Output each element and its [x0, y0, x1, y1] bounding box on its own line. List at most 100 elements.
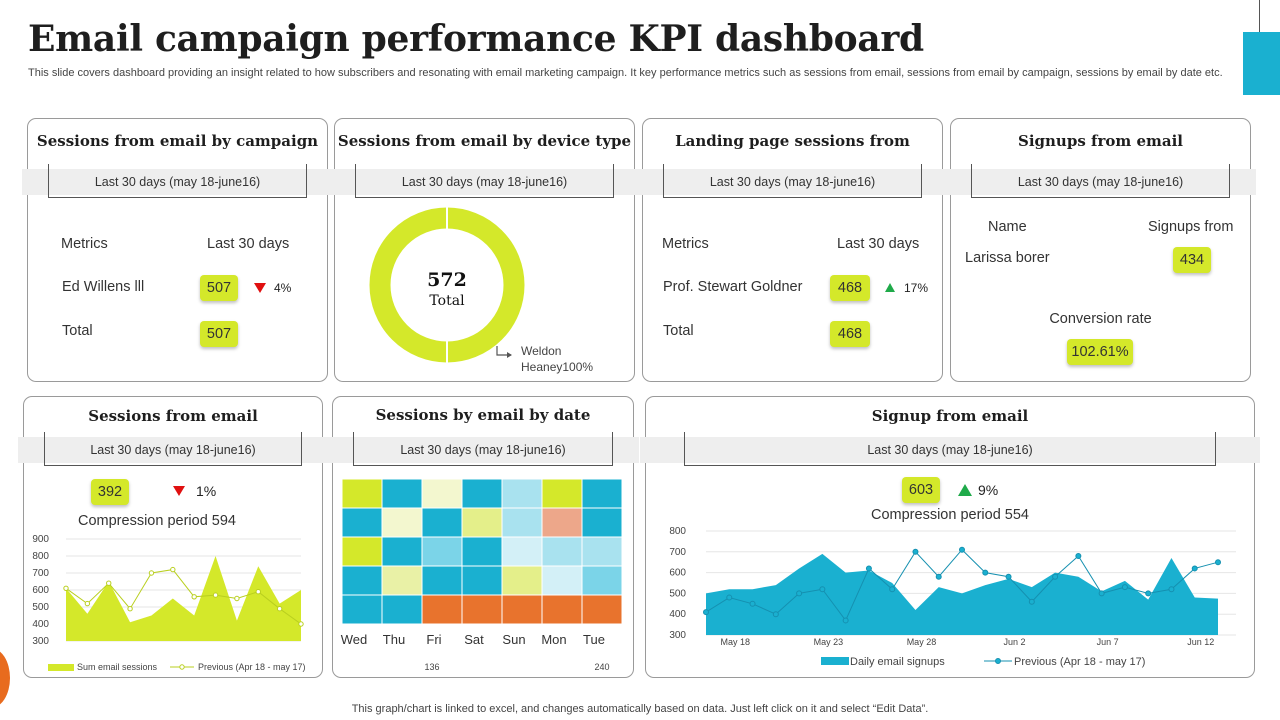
heatmap-cell [541, 507, 583, 538]
series-previous-point [772, 611, 779, 618]
heatmap-column-label: Wed [341, 632, 368, 647]
series-previous-point [1098, 590, 1105, 597]
conversion-rate-label: Conversion rate [1049, 311, 1152, 327]
heatmap-cell [341, 594, 383, 625]
signups-row-value: 434 [1173, 247, 1211, 273]
signup-email-value: 603 [902, 477, 940, 503]
y-tick-label: 800 [669, 526, 686, 537]
signup-email-date-range: Last 30 days (may 18-june16) [640, 432, 1260, 466]
series-previous-point [1145, 590, 1152, 597]
heatmap-cell [381, 536, 423, 567]
heatmap-cell [501, 478, 543, 509]
series-previous-point [819, 586, 826, 593]
campaign-row-change: 4% [274, 281, 292, 295]
heatmap-cell [341, 565, 383, 596]
y-tick-label: 400 [32, 619, 49, 630]
y-tick-label: 900 [32, 534, 49, 545]
heatmap-scale-min: 136 [424, 662, 439, 672]
campaign-total-label: Total [62, 323, 93, 339]
signup-email-change: 9% [978, 482, 999, 498]
heatmap-cell [581, 536, 623, 567]
by-date-heatmap: 136 240 Wed Thu Fri Sat Sun Mon Tue [341, 478, 623, 672]
legend-label-sum-sessions: Sum email sessions [77, 662, 158, 672]
heatmap-cell [541, 594, 583, 625]
down-arrow-icon [173, 486, 185, 496]
landing-panel: Landing page sessions from Last 30 days … [637, 118, 948, 382]
series-previous-point [170, 566, 176, 573]
landing-date-range-text: Last 30 days (may 18-june16) [709, 175, 876, 189]
legend-label-daily-signups: Daily email signups [850, 656, 945, 668]
legend-swatch-daily-signups [821, 657, 849, 665]
by-date-date-range: Last 30 days (may 18-june16) [327, 432, 639, 466]
heatmap-column-label: Thu [383, 632, 405, 647]
heatmap-cell [501, 565, 543, 596]
heatmap-cell [341, 536, 383, 567]
heatmap-scale-max: 240 [594, 662, 609, 672]
up-arrow-icon [885, 283, 895, 292]
signup-email-area-chart: Daily email signups Previous (Apr 18 - m… [669, 526, 1236, 668]
series-previous-point [865, 565, 872, 572]
series-previous-point [191, 594, 197, 600]
by-date-date-range-text: Last 30 days (may 18-june16) [400, 443, 566, 457]
series-previous-point [912, 548, 919, 555]
series-previous-point [84, 600, 91, 607]
decorative-blue-block [1243, 32, 1280, 95]
series-previous-point [1028, 598, 1035, 605]
series-previous-point [234, 595, 240, 602]
heatmap-cell [421, 536, 463, 567]
device-date-range-text: Last 30 days (may 18-june16) [401, 175, 568, 189]
legend-pointer-arrowhead [507, 352, 512, 358]
signups-col-signups: Signups from [1148, 219, 1234, 235]
campaign-total-value: 507 [200, 321, 238, 347]
heatmap-cell [541, 478, 583, 509]
y-tick-label: 600 [669, 568, 686, 579]
decorative-orange-circle [0, 648, 10, 708]
heatmap-cell [581, 478, 623, 509]
series-sum-email-sessions-area [66, 556, 301, 641]
heatmap-cell [461, 594, 503, 625]
series-previous-point [1168, 586, 1175, 593]
series-previous-point [726, 594, 733, 601]
landing-row-name: Prof. Stewart Goldner [663, 279, 803, 295]
signups-col-name: Name [988, 219, 1027, 235]
y-tick-label: 700 [669, 547, 686, 558]
landing-panel-title: Landing page sessions from [675, 132, 910, 150]
campaign-panel-title: Sessions from email by campaign [36, 132, 319, 150]
x-tick-label: Jun 7 [1097, 637, 1119, 647]
series-previous-point [298, 621, 304, 627]
heatmap-column-label: Tue [583, 632, 605, 647]
page-subtitle: This slide covers dashboard providing an… [28, 67, 1223, 79]
series-previous-point [842, 617, 849, 624]
footnote: This graph/chart is linked to excel, and… [351, 703, 929, 715]
x-tick-label: May 28 [907, 637, 937, 647]
heatmap-cell [541, 536, 583, 567]
heatmap-cell [341, 478, 383, 509]
conversion-rate-value: 102.61% [1067, 339, 1133, 365]
legend-swatch-previous-marker [179, 664, 185, 670]
series-previous-line [65, 569, 302, 625]
series-previous-point [127, 606, 133, 612]
by-date-panel-title: Sessions by email by date [375, 406, 591, 424]
signups-date-range: Last 30 days (may 18-june16) [945, 164, 1256, 198]
device-panel-title: Sessions from email by device type [337, 132, 632, 150]
device-panel: Sessions from email by device type Last … [329, 118, 640, 382]
heatmap-cell [501, 594, 543, 625]
donut-legend-line1: Weldon [521, 344, 561, 358]
landing-row-value: 468 [830, 275, 870, 301]
heatmap-cell [421, 594, 463, 625]
by-date-panel: Sessions by email by date Last 30 days (… [327, 396, 639, 678]
signup-email-panel: Signup from email Last 30 days (may 18-j… [640, 396, 1260, 678]
decorative-corner-line [1259, 0, 1280, 36]
heatmap-column-label: Mon [541, 632, 566, 647]
series-previous-point [796, 590, 803, 597]
signups-panel: Signups from email Last 30 days (may 18-… [945, 118, 1256, 382]
heatmap-column-label: Sun [502, 632, 525, 647]
x-tick-label: May 23 [814, 637, 844, 647]
series-previous-point [148, 570, 155, 576]
donut-center-value: 572 [427, 269, 467, 291]
heatmap-cell [581, 594, 623, 625]
series-previous-point [1191, 565, 1198, 572]
sessions-email-date-range: Last 30 days (may 18-june16) [18, 432, 328, 466]
campaign-date-range-text: Last 30 days (may 18-june16) [94, 175, 261, 189]
series-previous-point [1075, 552, 1082, 559]
